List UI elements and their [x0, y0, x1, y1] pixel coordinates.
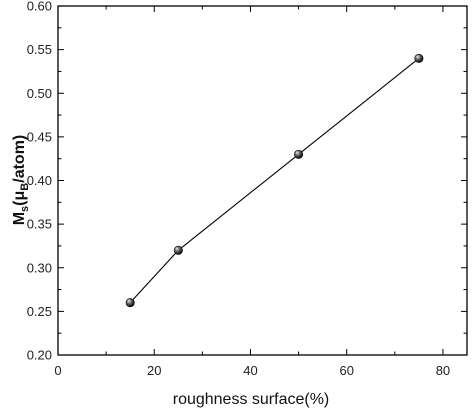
- data-point: [173, 245, 183, 255]
- x-axis-ticks: 0 20 40 60 80: [54, 6, 450, 378]
- y-label-sub: s: [19, 206, 31, 212]
- y-tick-label: 0.55: [27, 42, 52, 57]
- y-tick-label: 0.45: [27, 129, 52, 144]
- data-points: [125, 53, 424, 308]
- x-axis-label: roughness surface(%): [173, 391, 330, 408]
- x-tick-label: 20: [147, 363, 161, 378]
- y-label-main: M: [11, 212, 28, 225]
- y-label-open: (μ: [11, 191, 28, 206]
- series-line: [129, 57, 420, 304]
- y-tick-label: 0.30: [27, 260, 52, 275]
- series-line-group: [129, 57, 420, 304]
- data-point: [294, 149, 304, 159]
- y-tick-label: 0.60: [27, 0, 52, 14]
- y-axis-label: Ms(μB/atom): [11, 135, 31, 226]
- plot-frame: [57, 5, 468, 356]
- y-label-tail: /atom): [11, 135, 28, 183]
- x-tick-label: 60: [339, 363, 353, 378]
- data-point: [414, 53, 424, 63]
- x-tick-label: 0: [54, 363, 61, 378]
- y-axis-ticks: 0.20 0.25 0.30 0.35 0.40 0.45 0.50 0.55 0.60: [27, 0, 467, 363]
- x-tick-label: 80: [436, 363, 450, 378]
- x-tick-label: 40: [243, 363, 257, 378]
- plot-border: [57, 5, 468, 356]
- y-tick-label: 0.50: [27, 86, 52, 101]
- y-tick-label: 0.25: [27, 304, 52, 319]
- y-tick-label: 0.35: [27, 217, 52, 232]
- y-tick-label: 0.40: [27, 173, 52, 188]
- y-tick-label: 0.20: [27, 348, 52, 363]
- data-point: [125, 298, 135, 308]
- y-label-sub2: B: [19, 183, 31, 191]
